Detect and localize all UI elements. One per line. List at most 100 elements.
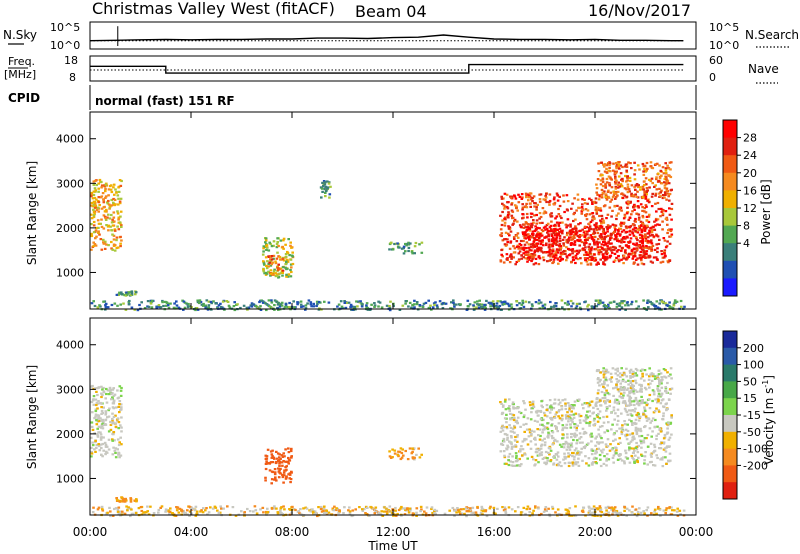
heatmap-cell <box>276 268 280 272</box>
heatmap-cell <box>513 431 516 434</box>
heatmap-cell <box>626 394 630 397</box>
heatmap-cell <box>115 419 119 422</box>
heatmap-cell <box>561 221 564 224</box>
heatmap-cell <box>522 239 525 243</box>
heatmap-cell <box>466 509 470 512</box>
heatmap-cell <box>548 514 552 518</box>
heatmap-cell <box>349 303 353 306</box>
heatmap-cell <box>590 198 593 202</box>
heatmap-cell <box>116 304 119 307</box>
heatmap-cell <box>581 209 585 212</box>
heatmap-cell <box>273 299 277 302</box>
heatmap-cell <box>280 461 284 464</box>
heatmap-cell <box>637 404 641 407</box>
heatmap-cell <box>550 229 553 232</box>
heatmap-cell <box>640 236 644 239</box>
heatmap-cell <box>180 508 183 511</box>
heatmap-cell <box>614 192 618 195</box>
heatmap-cell <box>542 418 545 421</box>
heatmap-cell <box>246 308 249 311</box>
heatmap-cell <box>604 376 608 379</box>
heatmap-cell <box>530 411 533 414</box>
heatmap-cell <box>656 385 660 388</box>
heatmap-cell <box>532 253 535 256</box>
nsearch-tick-top: 10^5 <box>709 21 739 34</box>
heatmap-cell <box>479 512 483 515</box>
heatmap-cell <box>628 402 632 405</box>
heatmap-cell <box>270 482 273 485</box>
heatmap-cell <box>119 303 122 306</box>
heatmap-cell <box>466 299 470 302</box>
heatmap-cell <box>182 300 186 303</box>
heatmap-cell <box>614 182 617 185</box>
heatmap-cell <box>91 399 95 402</box>
heatmap-cell <box>595 263 598 266</box>
heatmap-cell <box>98 178 102 182</box>
heatmap-cell <box>278 453 281 456</box>
heatmap-cell <box>253 505 257 508</box>
heatmap-cell <box>562 252 565 256</box>
heatmap-cell <box>554 242 558 245</box>
heatmap-cell <box>140 301 143 304</box>
heatmap-cell <box>100 412 103 415</box>
heatmap-cell <box>656 223 659 226</box>
heatmap-cell <box>611 209 614 212</box>
heatmap-cell <box>520 197 524 200</box>
heatmap-cell <box>605 253 609 256</box>
heatmap-cell <box>533 249 537 252</box>
heatmap-cell <box>616 402 619 405</box>
heatmap-cell <box>98 204 101 207</box>
heatmap-cell <box>648 407 652 410</box>
heatmap-cell <box>601 425 604 428</box>
heatmap-cell <box>611 223 615 226</box>
heatmap-cell <box>337 511 340 514</box>
heatmap-cell <box>521 213 524 216</box>
heatmap-cell <box>505 193 509 196</box>
heatmap-cell <box>615 398 619 402</box>
heatmap-cell <box>549 255 552 258</box>
heatmap-cell <box>657 207 661 211</box>
heatmap-cell <box>351 308 354 311</box>
heatmap-cell <box>596 237 600 241</box>
heatmap-cell <box>290 270 293 274</box>
heatmap-cell <box>560 258 564 261</box>
heatmap-cell <box>525 422 528 426</box>
heatmap-cell <box>548 201 551 204</box>
heatmap-cell <box>358 506 361 509</box>
heatmap-cell <box>607 421 610 424</box>
power-colorbar-swatch <box>723 225 737 244</box>
heatmap-cell <box>564 456 568 459</box>
heatmap-cell <box>588 415 592 418</box>
heatmap-cell <box>281 271 284 274</box>
heatmap-cell <box>651 234 654 237</box>
heatmap-cell <box>596 178 600 181</box>
heatmap-cell <box>90 204 93 207</box>
heatmap-cell <box>92 220 96 224</box>
heatmap-cell <box>279 457 282 461</box>
heatmap-cell <box>113 229 117 232</box>
heatmap-cell <box>617 379 621 382</box>
heatmap-cell <box>612 245 615 248</box>
heatmap-cell <box>501 210 504 214</box>
heatmap-cell <box>622 217 626 220</box>
heatmap-cell <box>116 438 120 441</box>
heatmap-cell <box>588 225 592 228</box>
heatmap-cell <box>116 389 119 392</box>
heatmap-cell <box>604 193 608 196</box>
heatmap-cell <box>285 273 288 276</box>
heatmap-cell <box>99 196 102 199</box>
heatmap-cell <box>113 228 117 231</box>
heatmap-cell <box>614 187 618 190</box>
heatmap-cell <box>640 454 644 457</box>
heatmap-cell <box>599 219 602 222</box>
heatmap-cell <box>485 299 488 302</box>
heatmap-cell <box>126 293 129 296</box>
heatmap-cell <box>495 307 498 310</box>
heatmap-cell <box>608 226 611 229</box>
heatmap-cell <box>670 433 673 436</box>
heatmap-cell <box>599 404 602 407</box>
heatmap-cell <box>95 235 98 238</box>
heatmap-cell <box>359 300 362 303</box>
heatmap-cell <box>588 512 592 515</box>
heatmap-cell <box>664 171 668 174</box>
